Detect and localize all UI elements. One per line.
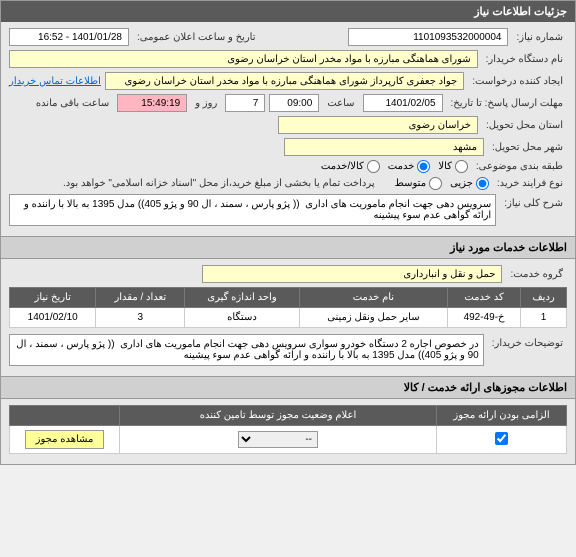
services-table-header-row: ردیف کد خدمت نام خدمت واحد اندازه گیری ت…: [10, 288, 567, 308]
permits-table: الزامی بودن ارائه مجوز اعلام وضعیت مجوز …: [9, 405, 567, 454]
th-row: ردیف: [521, 288, 567, 308]
creator-field: جواد جعفری کارپرداز شورای هماهنگی مبارزه…: [105, 72, 464, 90]
creator-label: ایجاد کننده درخواست:: [468, 76, 567, 87]
services-table: ردیف کد خدمت نام خدمت واحد اندازه گیری ت…: [9, 287, 567, 328]
org-field: شورای هماهنگی مبارزه با مواد مخدر استان …: [9, 50, 478, 68]
main-panel: جزئیات اطلاعات نیاز شماره نیاز: 11010935…: [0, 0, 576, 465]
th-action: [10, 406, 120, 426]
th-name: نام خدمت: [299, 288, 447, 308]
deadline-date-field: 1401/02/05: [363, 94, 443, 112]
permits-header-row: الزامی بودن ارائه مجوز اعلام وضعیت مجوز …: [10, 406, 567, 426]
city-label: شهر محل تحویل:: [488, 142, 567, 153]
deadline-time-field: 09:00: [269, 94, 319, 112]
contact-link[interactable]: اطلاعات تماس خریدار: [9, 76, 101, 87]
radio-kala[interactable]: کالا: [438, 160, 468, 173]
row-need-number: شماره نیاز: 1101093532000004 تاریخ و ساع…: [9, 28, 567, 46]
th-date: تاریخ نیاز: [10, 288, 96, 308]
panel-title: جزئیات اطلاعات نیاز: [1, 1, 575, 22]
org-label: نام دستگاه خریدار:: [482, 54, 567, 65]
group-type-label: طبقه بندی موضوعی:: [472, 161, 567, 172]
cell-code: خ-49-492: [448, 308, 521, 328]
group-radio-group: کالا خدمت کالا/خدمت: [321, 160, 468, 173]
radio-khadamat[interactable]: خدمت: [388, 160, 431, 173]
city-field: مشهد: [284, 138, 484, 156]
row-province: استان محل تحویل: خراسان رضوی: [9, 116, 567, 134]
panel-body: شماره نیاز: 1101093532000004 تاریخ و ساع…: [1, 22, 575, 236]
cell-qty: 3: [96, 308, 185, 328]
status-select[interactable]: --: [238, 431, 318, 448]
payment-note: پرداخت تمام یا بخشی از مبلغ خرید،از محل …: [59, 178, 379, 189]
row-org: نام دستگاه خریدار: شورای هماهنگی مبارزه …: [9, 50, 567, 68]
row-buyer-note: توضیحات خریدار:: [9, 334, 567, 366]
deadline-label: مهلت ارسال پاسخ: تا تاریخ:: [447, 98, 567, 109]
purchase-type-label: نوع فرایند خرید:: [493, 178, 567, 189]
th-mandatory: الزامی بودن ارائه مجوز: [437, 406, 567, 426]
buyer-note-textarea: [9, 334, 484, 366]
days-field: 7: [225, 94, 265, 112]
time-label: ساعت: [323, 98, 358, 109]
radio-motevaset[interactable]: متوسط: [395, 177, 442, 190]
th-code: کد خدمت: [448, 288, 521, 308]
need-number-label: شماره نیاز:: [512, 32, 567, 43]
radio-jozi[interactable]: جزیی: [450, 177, 489, 190]
view-permit-button[interactable]: مشاهده مجوز: [25, 430, 105, 449]
row-city: شهر محل تحویل: مشهد: [9, 138, 567, 156]
services-section-header: اطلاعات خدمات مورد نیاز: [1, 236, 575, 259]
cell-date: 1401/02/10: [10, 308, 96, 328]
th-unit: واحد اندازه گیری: [185, 288, 300, 308]
mandatory-checkbox[interactable]: [495, 432, 508, 445]
services-body: گروه خدمت: حمل و نقل و انبارداری ردیف کد…: [1, 259, 575, 376]
permits-row: -- مشاهده مجوز: [10, 426, 567, 454]
row-deadline: مهلت ارسال پاسخ: تا تاریخ: 1401/02/05 سا…: [9, 94, 567, 112]
th-qty: تعداد / مقدار: [96, 288, 185, 308]
cell-unit: دستگاه: [185, 308, 300, 328]
permits-section-header: اطلاعات مجوزهای ارائه خدمت / کالا: [1, 376, 575, 399]
row-desc: شرح کلی نیاز:: [9, 194, 567, 226]
announce-label: تاریخ و ساعت اعلان عمومی:: [133, 32, 260, 43]
cell-status: --: [120, 426, 437, 454]
remaining-time-field: 15:49:19: [117, 94, 187, 112]
service-group-field: حمل و نقل و انبارداری: [202, 265, 502, 283]
th-status: اعلام وضعیت مجوز توسط تامین کننده: [120, 406, 437, 426]
row-purchase-type: نوع فرایند خرید: جزیی متوسط پرداخت تمام …: [9, 177, 567, 190]
service-group-label: گروه خدمت:: [506, 269, 567, 280]
buyer-note-label: توضیحات خریدار:: [488, 334, 567, 349]
province-label: استان محل تحویل:: [482, 120, 567, 131]
cell-action: مشاهده مجوز: [10, 426, 120, 454]
days-label: روز و: [191, 98, 221, 109]
purchase-radio-group: جزیی متوسط: [395, 177, 489, 190]
cell-mandatory: [437, 426, 567, 454]
radio-both[interactable]: کالا/خدمت: [321, 160, 380, 173]
remaining-label: ساعت باقی مانده: [32, 98, 113, 109]
need-number-field: 1101093532000004: [348, 28, 508, 46]
desc-label: شرح کلی نیاز:: [500, 194, 567, 209]
row-creator: ایجاد کننده درخواست: جواد جعفری کارپرداز…: [9, 72, 567, 90]
table-row: 1 خ-49-492 سایر حمل ونقل زمینی دستگاه 3 …: [10, 308, 567, 328]
desc-textarea: [9, 194, 496, 226]
province-field: خراسان رضوی: [278, 116, 478, 134]
row-group-type: طبقه بندی موضوعی: کالا خدمت کالا/خدمت: [9, 160, 567, 173]
permits-body: الزامی بودن ارائه مجوز اعلام وضعیت مجوز …: [1, 399, 575, 464]
cell-idx: 1: [521, 308, 567, 328]
cell-name: سایر حمل ونقل زمینی: [299, 308, 447, 328]
row-service-group: گروه خدمت: حمل و نقل و انبارداری: [9, 265, 567, 283]
announce-field: 1401/01/28 - 16:52: [9, 28, 129, 46]
